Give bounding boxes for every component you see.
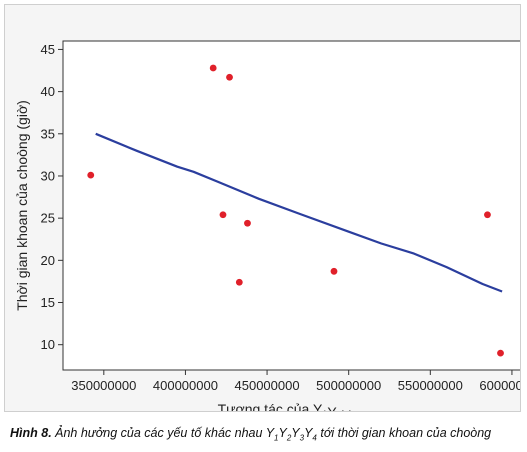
y-tick-label: 25 (41, 211, 55, 226)
scatter-point (484, 211, 491, 219)
scatter-point (87, 171, 95, 179)
scatter-chart: 350000000 400000000 450000000 500000000 5500… (14, 40, 520, 411)
y-tick-label: 45 (41, 42, 55, 57)
x-tick-label: 400000000 (153, 378, 218, 393)
caption-variables: Y1Y2Y3Y4 (265, 426, 317, 443)
data-series (87, 64, 504, 357)
x-tick-label: 350000000 (71, 378, 136, 393)
regression-line (95, 132, 503, 293)
y-tick-label: 40 (41, 84, 55, 99)
scatter-point (219, 211, 227, 219)
caption-text-before: Ảnh hưởng của các yếu tố khác nhau (51, 426, 266, 440)
scatter-point (235, 278, 243, 286)
scatter-point (226, 73, 233, 81)
plot-area (62, 40, 520, 371)
y-tick-label: 30 (41, 168, 55, 183)
figure-caption: Hình 8. Ảnh hưởng của các yếu tố khác nh… (10, 426, 522, 443)
x-tick-label: 500000000 (316, 378, 381, 393)
scatter-point (497, 349, 504, 357)
figure-frame: 350000000 400000000 450000000 500000000 5500… (4, 4, 521, 412)
scatter-point (330, 267, 338, 275)
y-axis-title: Thời gian khoan của choòng (giờ) (14, 100, 30, 311)
x-tick-label: 550000000 (398, 378, 463, 393)
x-tick-label: 450000000 (235, 378, 300, 393)
scatter-point (244, 219, 251, 227)
y-axis-ticks: 10 15 20 25 30 35 40 45 (41, 42, 63, 352)
scatter-point (209, 64, 217, 72)
caption-text-after: tới thời gian khoan của choòng (316, 426, 492, 440)
y-tick-label: 10 (41, 337, 55, 352)
y-tick-label: 15 (41, 295, 55, 310)
x-axis-title: Tương tác của Y1Y2Y3Y4 (218, 401, 371, 411)
y-tick-label: 35 (41, 126, 55, 141)
y-tick-label: 20 (41, 253, 55, 268)
x-tick-label: 600000000 (479, 378, 520, 393)
x-axis-ticks: 350000000 400000000 450000000 500000000 5500… (71, 370, 520, 393)
caption-label: Hình 8. (10, 426, 52, 440)
